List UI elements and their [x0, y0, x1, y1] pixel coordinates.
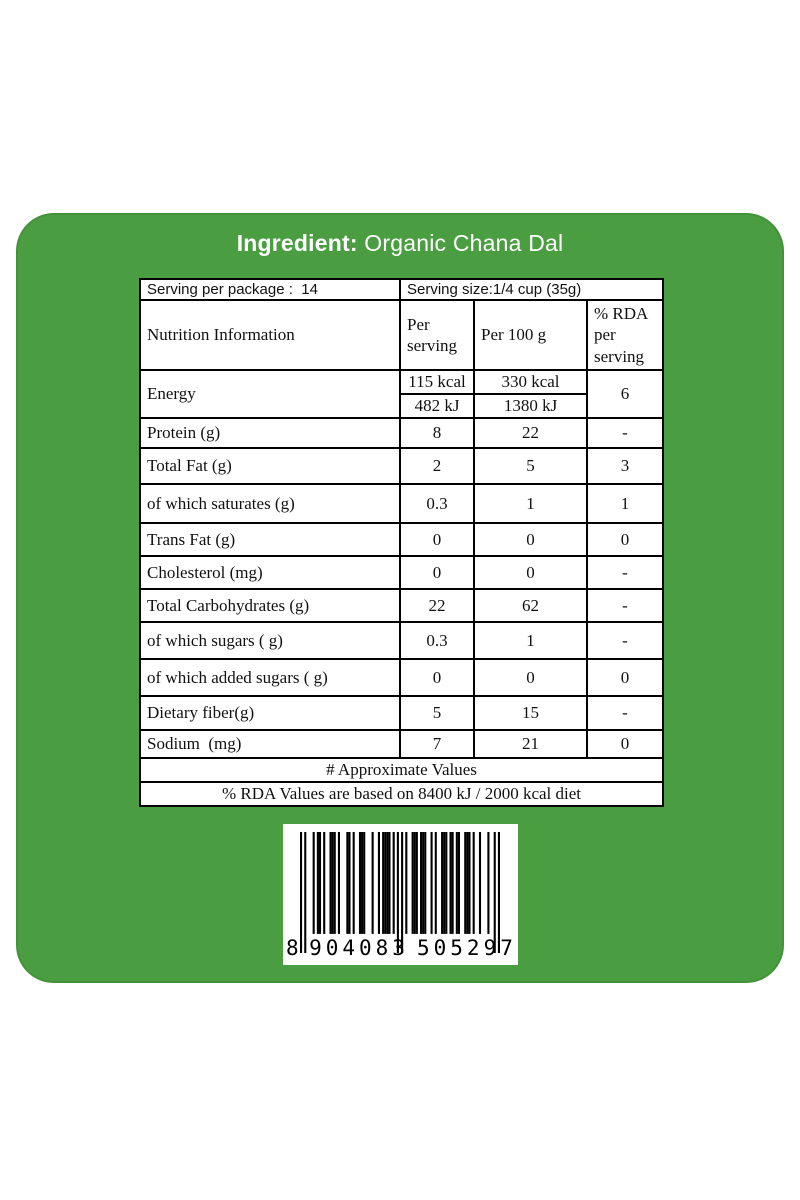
energy-per-serving-kj: 482 kJ [399, 393, 475, 419]
per-100g-value: 5 [473, 447, 588, 485]
ingredient-title-value: Organic Chana Dal [357, 230, 564, 256]
per-serving-value: 22 [399, 588, 475, 623]
barcode-bars-svg [300, 832, 500, 953]
per-serving-value: 5 [399, 695, 475, 731]
per-serving-value: 0 [399, 658, 475, 697]
table-row: of which sugars ( g) 0.3 1- [139, 621, 665, 660]
ingredient-title: Ingredient: Organic Chana Dal [0, 230, 800, 257]
approx-values-row: # Approximate Values [138, 757, 665, 783]
nutrient-label: of which added sugars ( g) [139, 658, 401, 697]
table-row: Total Carbohydrates (g) 22 62- [139, 588, 665, 623]
per-100g-value: 1 [473, 621, 588, 660]
energy-per-100g-kj: 1380 kJ [473, 393, 588, 419]
per-serving-value: 8 [399, 417, 475, 449]
table-row: Cholesterol (mg) 0 0- [139, 555, 665, 590]
rda-value: 0 [585, 729, 665, 759]
header-rda: % RDA per serving [585, 299, 665, 371]
nutrient-label: of which saturates (g) [139, 483, 401, 524]
per-100g-value: 21 [473, 729, 588, 759]
rda-value: - [585, 695, 665, 731]
header-per-serving: Per serving [399, 299, 475, 371]
energy-row-kj: 482 kJ 1380 kJ [140, 393, 663, 419]
per-100g-value: 62 [473, 588, 588, 623]
rda-value: 0 [585, 522, 665, 557]
barcode-digits-group1: 904083 [309, 936, 409, 960]
rda-note: % RDA Values are based on 8400 kJ / 2000… [138, 781, 665, 807]
energy-per-100g-kcal: 330 kcal [473, 369, 588, 395]
nutrient-label: Total Fat (g) [139, 447, 401, 485]
table-row: Dietary fiber(g) 5 15- [139, 695, 665, 731]
nutrient-label: Cholesterol (mg) [139, 555, 401, 590]
rda-value: - [585, 621, 665, 660]
per-100g-value: 0 [473, 658, 588, 697]
per-serving-value: 7 [399, 729, 475, 759]
nutrition-rows: Protein (g) 8 22- Total Fat (g) 2 5 3 of which … [139, 417, 665, 759]
ingredient-title-label: Ingredient: [236, 230, 358, 256]
per-100g-value: 15 [473, 695, 588, 731]
serving-per-package: Serving per package : 14 [139, 278, 401, 301]
per-serving-value: 0 [399, 555, 475, 590]
rda-note-row: % RDA Values are based on 8400 kJ / 2000… [138, 781, 665, 807]
approx-values-note: # Approximate Values [138, 757, 665, 783]
rda-value: 1 [585, 483, 665, 524]
header-nutrition-information: Nutrition Information [139, 299, 401, 371]
nutrient-label: Protein (g) [139, 417, 401, 449]
table-row: of which added sugars ( g) 0 0 0 [139, 658, 665, 697]
per-serving-value: 0.3 [399, 483, 475, 524]
per-serving-value: 2 [399, 447, 475, 485]
header-per-100g: Per 100 g [473, 299, 588, 371]
table-row: Trans Fat (g) 0 0 0 [139, 522, 665, 557]
per-100g-value: 0 [473, 522, 588, 557]
nutrient-label: Sodium (mg) [139, 729, 401, 759]
nutrient-label: Total Carbohydrates (g) [139, 588, 401, 623]
barcode-bars [300, 832, 500, 953]
nutrient-label: of which sugars ( g) [139, 621, 401, 660]
serving-size: Serving size:1/4 cup (35g) [398, 278, 665, 301]
table-row: Total Fat (g) 2 5 3 [139, 447, 665, 485]
energy-row-kcal: Energy 115 kcal 330 kcal 6 [139, 369, 665, 419]
per-100g-value: 1 [473, 483, 588, 524]
nutrition-table: Serving per package : 14 Serving size:1/… [138, 278, 665, 807]
nutrient-label: Dietary fiber(g) [139, 695, 401, 731]
barcode: 8 904083 505297 [283, 824, 518, 965]
header-row: Nutrition Information Per serving Per 10… [139, 299, 665, 371]
energy-per-serving-kcal: 115 kcal [399, 369, 475, 395]
rda-value: 0 [585, 658, 665, 697]
table-row: Sodium (mg) 7 21 0 [139, 729, 665, 759]
per-serving-value: 0.3 [399, 621, 475, 660]
energy-rda-value: 6 [585, 369, 665, 419]
rda-value: 3 [585, 447, 665, 485]
table-row: Protein (g) 8 22- [139, 417, 665, 449]
per-100g-value: 0 [473, 555, 588, 590]
rda-value: - [585, 588, 665, 623]
barcode-digits-group2: 505297 [417, 936, 517, 960]
per-100g-value: 22 [473, 417, 588, 449]
rda-value: - [585, 555, 665, 590]
table-row: of which saturates (g) 0.3 1 1 [139, 483, 665, 524]
rda-value: - [585, 417, 665, 449]
serving-row: Serving per package : 14 Serving size:1/… [139, 278, 665, 301]
nutrient-label: Trans Fat (g) [139, 522, 401, 557]
per-serving-value: 0 [399, 522, 475, 557]
barcode-lead-digit: 8 [286, 936, 299, 960]
energy-label: Energy [139, 369, 401, 419]
